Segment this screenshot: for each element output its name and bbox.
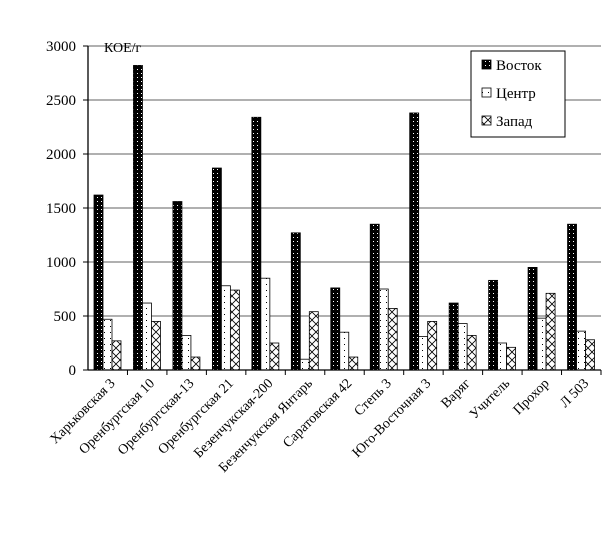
bar-Запад <box>229 289 240 371</box>
bar-Восток <box>290 232 301 371</box>
bar-Центр <box>260 277 271 371</box>
y-tick-label: 0 <box>69 363 77 379</box>
bar-Восток <box>567 223 577 371</box>
bar-Запад <box>151 320 161 371</box>
bar-Восток <box>409 112 420 371</box>
bar-Восток <box>527 266 538 371</box>
x-tick-label: Варяг <box>439 376 474 411</box>
bar-Восток <box>93 194 104 371</box>
bar-Центр <box>181 335 192 371</box>
bar-Запад <box>427 320 438 371</box>
y-tick-label: 2500 <box>46 93 76 109</box>
bar-Центр <box>536 317 547 371</box>
legend-swatch <box>481 87 492 98</box>
bar-Центр <box>299 358 310 371</box>
bar-Центр <box>142 302 152 371</box>
bar-Запад <box>111 340 122 371</box>
bar-Центр <box>457 323 468 371</box>
x-tick-label: Саратовская 42 <box>280 376 355 451</box>
bar-Запад <box>348 356 359 371</box>
legend-swatch <box>481 115 492 126</box>
bar-Центр <box>102 318 113 371</box>
bar-Восток <box>488 279 499 371</box>
x-tick-label: Учитель <box>467 376 513 422</box>
legend: Восток Центр Запад <box>470 50 566 138</box>
bar-Центр <box>378 288 389 371</box>
y-tick-label: 3000 <box>46 39 76 55</box>
bar-Восток <box>330 287 341 371</box>
bar-Восток <box>369 223 380 371</box>
x-tick-label: Л 503 <box>557 376 592 411</box>
bar-Восток <box>133 65 143 371</box>
legend-entry: Восток <box>496 58 542 74</box>
y-axis-label: КОЕ/г <box>104 41 142 56</box>
bar-Центр <box>576 330 586 371</box>
bar-Центр <box>497 342 508 371</box>
legend-swatch <box>481 59 492 70</box>
y-tick-label: 1500 <box>46 201 76 217</box>
y-tick-label: 2000 <box>46 147 76 163</box>
bar-Центр <box>220 285 231 371</box>
legend-entry: Центр <box>496 86 536 102</box>
y-tick-label: 500 <box>54 309 77 325</box>
bar-Запад <box>190 356 201 371</box>
x-tick-label: Прохор <box>511 376 553 418</box>
bar-Восток <box>211 167 222 371</box>
y-tick-label: 1000 <box>46 255 76 271</box>
bar-Восток <box>448 302 459 371</box>
bar-Запад <box>466 335 477 371</box>
bar-Запад <box>387 308 398 371</box>
bar-Запад <box>545 292 556 371</box>
bar-Центр <box>418 336 429 371</box>
bar-Запад <box>269 342 280 371</box>
bar-Запад <box>506 346 517 371</box>
bar-Восток <box>251 116 262 371</box>
bar-Восток <box>172 201 183 371</box>
bar-Запад <box>308 311 319 371</box>
bar-Запад <box>585 339 595 371</box>
legend-entry: Запад <box>496 114 533 130</box>
bar-Центр <box>339 331 350 371</box>
